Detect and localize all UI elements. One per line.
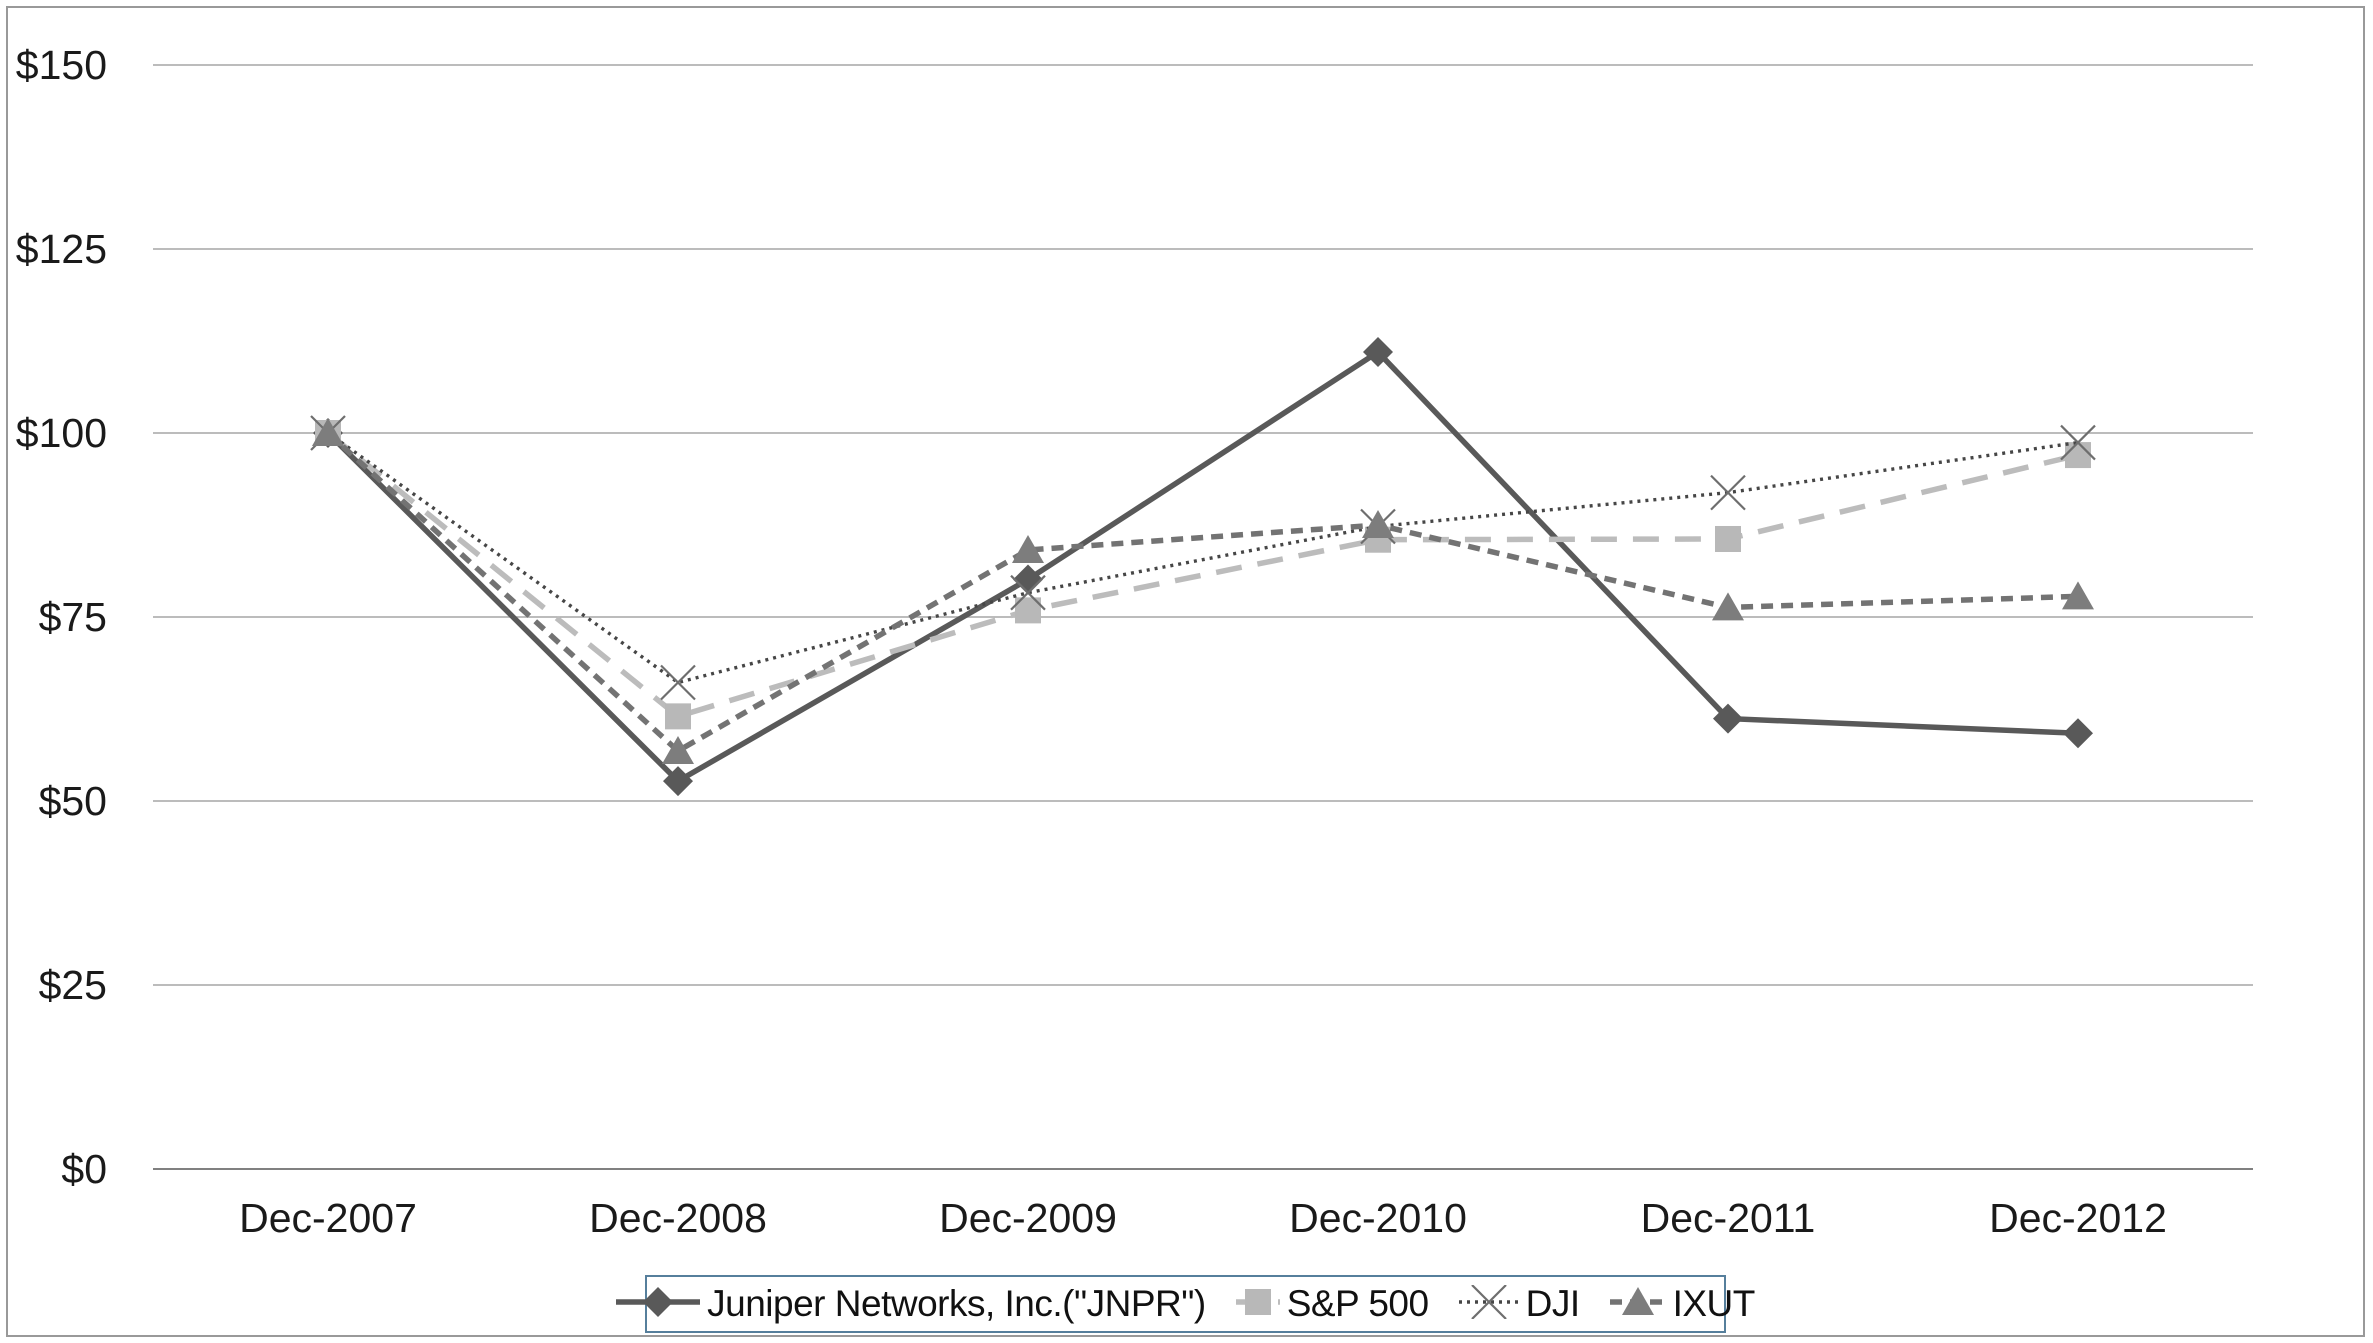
x-tick-label: Dec-2007 bbox=[239, 1195, 417, 1241]
series-line bbox=[326, 348, 2079, 785]
y-tick-label: $0 bbox=[61, 1146, 107, 1192]
legend-label-jnpr: Juniper Networks, Inc.("JNPR") bbox=[707, 1283, 1206, 1324]
x-marker bbox=[2060, 424, 2096, 461]
triangle-marker bbox=[1712, 592, 1744, 621]
x-tick-label: Dec-2010 bbox=[1289, 1195, 1467, 1241]
legend-item-ixut: IXUT bbox=[1609, 1283, 1756, 1325]
square-legend-glyph bbox=[1235, 1288, 1280, 1315]
x-tick-label: Dec-2008 bbox=[589, 1195, 767, 1241]
chart-legend: Juniper Networks, Inc.("JNPR") S&P 500 D… bbox=[616, 1275, 1755, 1333]
jnpr-diamond-line-icon bbox=[616, 1285, 701, 1324]
series-juniper-networks-inc-jnpr- bbox=[313, 337, 2093, 797]
square-marker bbox=[1244, 1288, 1271, 1315]
legend-label-ixut: IXUT bbox=[1672, 1283, 1756, 1324]
x-marker bbox=[1470, 1283, 1507, 1320]
y-tick-label: $50 bbox=[39, 778, 107, 824]
series-line bbox=[327, 431, 2079, 685]
x-tick-label: Dec-2009 bbox=[939, 1195, 1117, 1241]
ixut-triangle-line-icon bbox=[1609, 1285, 1666, 1324]
legend-label-dji: DJI bbox=[1525, 1283, 1581, 1324]
series-dji bbox=[310, 415, 2096, 701]
triangle-marker bbox=[1621, 1286, 1654, 1315]
triangle-marker bbox=[1362, 510, 1394, 538]
sp500-square-line-icon bbox=[1235, 1285, 1280, 1324]
triangle-marker bbox=[662, 735, 694, 764]
y-tick-label: $75 bbox=[39, 594, 107, 640]
series-line bbox=[326, 430, 2079, 720]
triangle-legend-glyph bbox=[1609, 1286, 1666, 1315]
series-line bbox=[326, 430, 2079, 755]
diamond-marker bbox=[1363, 337, 1393, 368]
y-tick-label: $125 bbox=[16, 226, 107, 272]
y-tick-label: $150 bbox=[16, 42, 107, 88]
diamond-marker bbox=[643, 1286, 674, 1317]
x-marker bbox=[1710, 474, 1746, 511]
triangle-marker bbox=[2062, 581, 2094, 610]
diamond-legend-glyph bbox=[616, 1286, 701, 1317]
square-marker bbox=[2065, 442, 2091, 469]
chart-outer-frame bbox=[6, 6, 2365, 1337]
x-tick-label: Dec-2012 bbox=[1989, 1195, 2167, 1241]
diamond-marker bbox=[1713, 703, 1743, 734]
x-legend-glyph bbox=[1458, 1283, 1519, 1320]
y-tick-label: $100 bbox=[16, 410, 107, 456]
triangle-marker bbox=[1012, 535, 1044, 564]
legend-label-sp500: S&P 500 bbox=[1286, 1283, 1429, 1324]
dji-x-dotted-line-icon bbox=[1458, 1283, 1519, 1324]
diamond-marker bbox=[1013, 564, 1043, 595]
square-marker bbox=[1715, 525, 1741, 552]
legend-item-jnpr: Juniper Networks, Inc.("JNPR") bbox=[616, 1283, 1206, 1325]
x-tick-label: Dec-2011 bbox=[1641, 1195, 1816, 1241]
legend-item-sp500: S&P 500 bbox=[1235, 1283, 1429, 1325]
square-marker bbox=[665, 703, 691, 730]
y-tick-label: $25 bbox=[39, 962, 107, 1008]
x-marker bbox=[1010, 574, 1046, 611]
legend-item-dji: DJI bbox=[1458, 1283, 1581, 1325]
series-ixut bbox=[312, 418, 2094, 764]
triangle-marker bbox=[312, 418, 344, 446]
diamond-marker bbox=[663, 766, 693, 797]
diamond-marker bbox=[2063, 718, 2093, 749]
x-marker bbox=[660, 664, 696, 701]
